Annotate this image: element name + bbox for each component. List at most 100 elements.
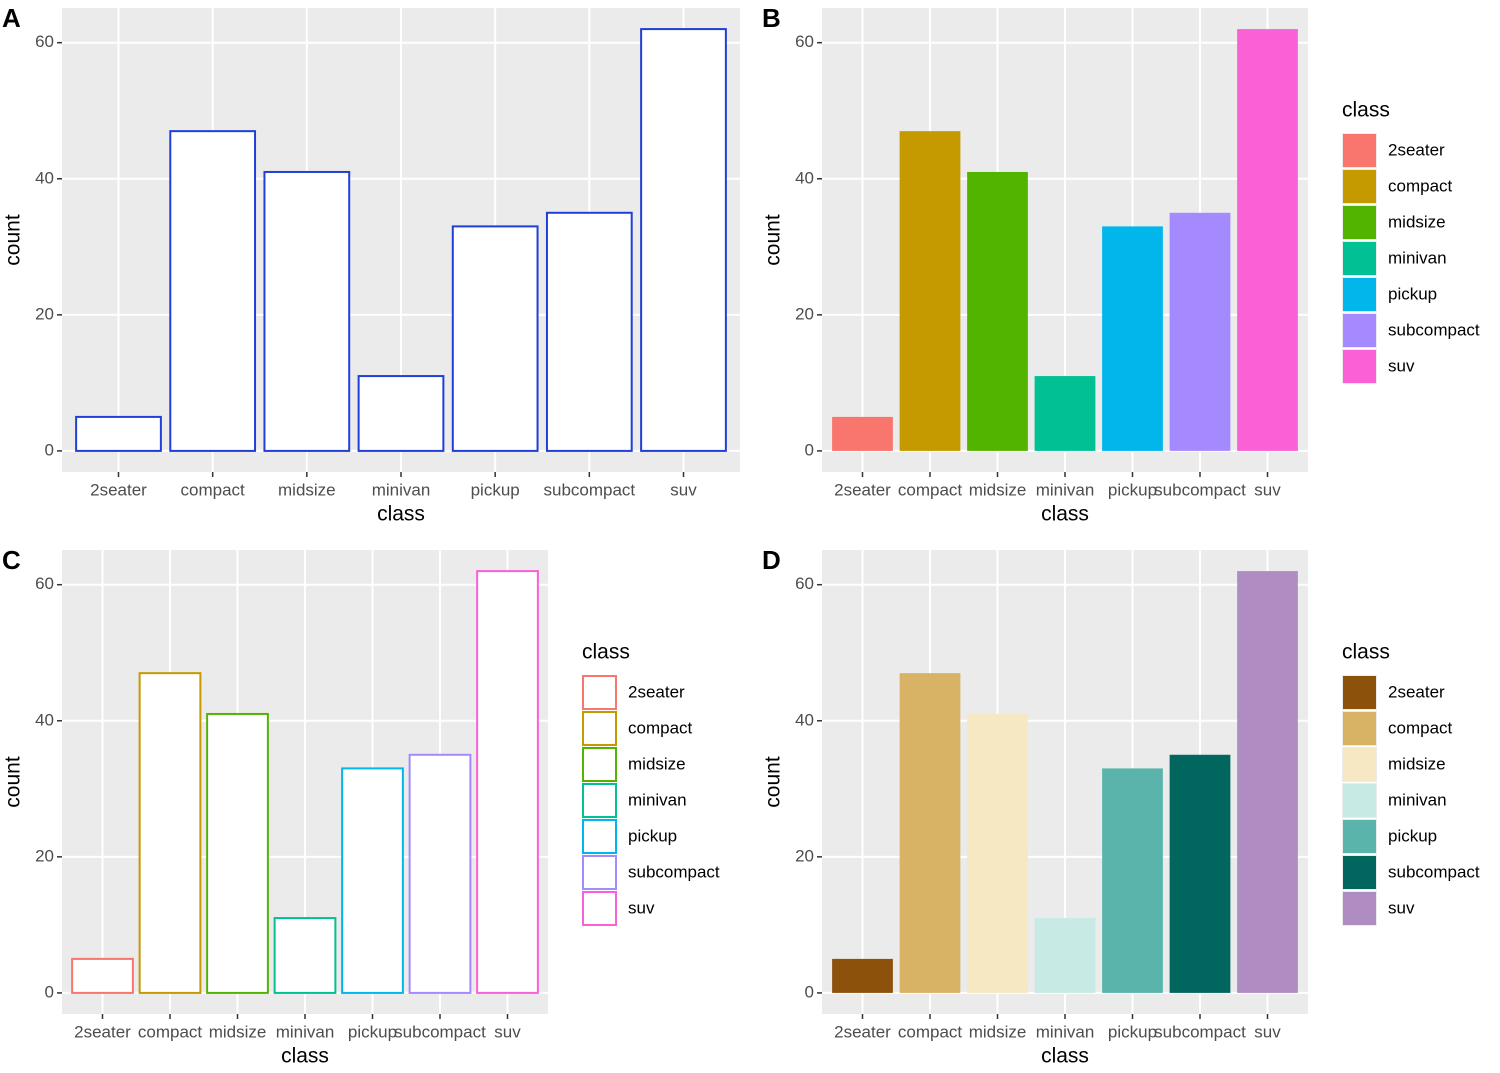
legend-key [582,819,617,854]
legend-label: midsize [1388,754,1446,773]
legend-key [1343,820,1376,853]
legend-key [1343,712,1376,745]
bar [1169,754,1231,993]
x-tick-label: midsize [278,480,336,499]
bar [408,753,472,994]
legend-key [1343,134,1376,167]
x-tick-label: compact [898,480,963,499]
x-tick-label: 2seater [834,480,891,499]
legend-key [1343,206,1376,239]
x-tick-label: compact [898,1022,963,1041]
legend-label: pickup [1388,826,1437,845]
y-tick-label: 20 [35,846,54,865]
legend-label: 2seater [628,682,685,701]
y-tick-label: 40 [795,168,814,187]
bar [967,171,1028,451]
bar [71,957,134,994]
x-tick-label: pickup [348,1022,397,1041]
legend-label: subcompact [628,862,720,881]
bar [1102,226,1163,451]
legend-label: compact [1388,176,1453,195]
legend-key [1343,170,1376,203]
x-tick-label: suv [1254,1022,1281,1041]
panel-tag: B [762,3,781,33]
y-axis-title: count [762,214,785,266]
legend-key [1343,784,1376,817]
x-tick-label: midsize [209,1022,267,1041]
legend-key [582,783,617,818]
panel-tag: D [762,545,781,575]
x-tick-label: midsize [969,480,1027,499]
legend-label: subcompact [1388,862,1480,881]
y-tick-label: 40 [795,710,814,729]
bar [545,211,633,452]
legend-label: suv [628,898,655,917]
x-tick-label: suv [494,1022,521,1041]
x-tick-label: suv [1254,480,1281,499]
legend-label: minivan [628,790,687,809]
x-tick-label: pickup [471,480,520,499]
legend-label: 2seater [1388,682,1445,701]
legend-key [582,747,617,782]
legend-label: pickup [628,826,677,845]
legend-label: pickup [1388,284,1437,303]
bar [899,131,961,451]
x-tick-label: subcompact [1154,1022,1246,1041]
panel: B 0 20 40 60 2seater compact midsize minivan pick… [762,3,1480,526]
y-tick-label: 0 [45,440,54,459]
legend-key [1343,676,1376,709]
y-axis-title: count [2,756,25,808]
bar [1237,29,1298,451]
legend-title: class [1342,99,1390,122]
legend-label: minivan [1388,248,1447,267]
legend-key [1343,892,1376,925]
y-tick-label: 20 [795,846,814,865]
y-tick-label: 20 [795,304,814,323]
x-tick-label: 2seater [834,1022,891,1041]
bar [273,917,337,994]
legend-label: suv [1388,356,1415,375]
y-tick-label: 60 [795,32,814,51]
legend-key [1343,278,1376,311]
legend-key [582,711,617,746]
legend-key [1343,748,1376,781]
bar [1169,212,1231,451]
legend-label: midsize [1388,212,1446,231]
y-tick-label: 60 [795,574,814,593]
bar [75,415,162,452]
x-axis-title: class [1041,1045,1089,1068]
y-tick-label: 0 [45,982,54,1001]
legend-label: compact [628,718,693,737]
panel-tag: C [2,545,21,575]
x-tick-label: subcompact [543,480,635,499]
y-tick-label: 40 [35,168,54,187]
x-tick-label: compact [181,480,246,499]
legend-key [1343,856,1376,889]
x-tick-label: minivan [372,480,431,499]
bar [1237,571,1298,993]
bar [169,130,257,452]
x-tick-label: midsize [969,1022,1027,1041]
x-tick-label: pickup [1108,480,1157,499]
legend-label: minivan [1388,790,1447,809]
legend-key [1343,350,1376,383]
legend-key [582,855,617,890]
bar [899,673,961,993]
panel: D 0 20 40 60 2seater compact midsize minivan pick… [762,545,1480,1068]
x-axis-title: class [377,503,425,526]
x-axis-title: class [281,1045,329,1068]
bar [1034,918,1096,993]
bar [832,416,893,451]
x-tick-label: subcompact [394,1022,486,1041]
y-tick-label: 20 [35,304,54,323]
x-tick-label: compact [138,1022,203,1041]
legend-label: 2seater [1388,140,1445,159]
panel: A 0 20 40 60 2seater compact midsize minivan pick… [2,3,740,526]
y-axis-title: count [762,756,785,808]
legend-title: class [1342,641,1390,664]
legend-title: class [582,641,630,664]
bar [640,28,727,452]
bar [1102,768,1163,993]
x-tick-label: subcompact [1154,480,1246,499]
